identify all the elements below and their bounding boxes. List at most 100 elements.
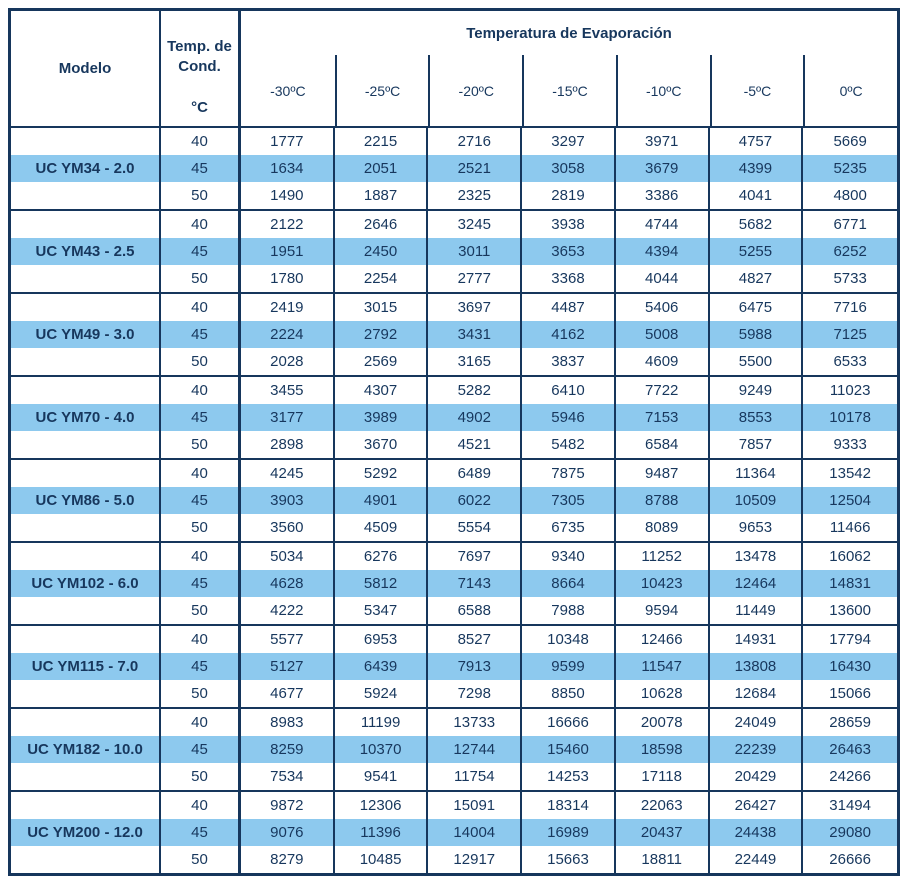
- capacity-cell: 14253: [522, 763, 616, 790]
- capacity-cell: 10509: [710, 487, 804, 514]
- capacity-cell: 11547: [616, 653, 710, 680]
- capacity-cell: 7913: [428, 653, 523, 680]
- capacity-cell: 11396: [335, 819, 429, 846]
- capacity-cell: 11466: [829, 519, 871, 536]
- capacity-cell: 7125: [833, 326, 867, 343]
- capacity-cell: 16666: [522, 709, 616, 736]
- table-row: 50 2898 3670 4521 5482 6584 7857 9333: [11, 431, 897, 458]
- table-row: 50 4222 5347 6588 7988 9594 11449 13600: [11, 597, 897, 624]
- evaporation-header-section: Temperatura de Evaporación -30ºC -25ºC -…: [241, 11, 897, 126]
- model-block: 40 2419 3015 3697 4487 5406 6475 7716 UC YM49 - …: [11, 292, 897, 375]
- capacity-cell: 5347: [335, 597, 429, 624]
- cond-temp-cell: 45: [161, 653, 241, 680]
- capacity-cell: 20429: [710, 763, 804, 790]
- capacity-cell: 5682: [710, 211, 804, 238]
- capacity-cell: 22239: [710, 736, 804, 763]
- capacity-cell: 12306: [335, 792, 429, 819]
- evaporation-temp-labels: -30ºC -25ºC -20ºC -15ºC -10ºC -5ºC 0ºC: [241, 55, 897, 126]
- capacity-cell: 8553: [710, 404, 804, 431]
- model-cell: [11, 597, 161, 624]
- capacity-cell: 4901: [335, 487, 429, 514]
- table-row: 50 7534 9541 11754 14253 17118 20429 24266: [11, 763, 897, 790]
- cond-temp-cell: 40: [161, 294, 241, 321]
- capacity-cell: 7534: [241, 763, 335, 790]
- capacity-cell: 2122: [241, 211, 335, 238]
- cond-temp-cell: 40: [161, 709, 241, 736]
- capacity-cell: 12684: [710, 680, 804, 707]
- capacity-cell: 5235: [833, 160, 867, 177]
- model-cell: [11, 431, 161, 458]
- capacity-cell: 11252: [616, 543, 710, 570]
- capacity-cell: 3011: [428, 238, 523, 265]
- capacity-cell: 9653: [710, 514, 804, 541]
- capacity-cell: 8279: [241, 846, 335, 873]
- cond-temp-cell: 45: [161, 321, 241, 348]
- cond-temp-cell: 50: [161, 348, 241, 375]
- model-cell: [11, 377, 161, 404]
- model-cell: UC YM49 - 3.0: [11, 321, 161, 348]
- cond-temp-cell: 45: [161, 238, 241, 265]
- evap-temp-col-header: -10ºC: [615, 55, 710, 126]
- capacity-cell: 4827: [710, 265, 804, 292]
- capacity-cell: 24438: [710, 819, 804, 846]
- table-row: UC YM86 - 5.0 45 3903 4901 6022 7305 8788 10509…: [11, 487, 897, 514]
- capacity-cell: 2419: [241, 294, 335, 321]
- capacity-cell: 3903: [241, 487, 335, 514]
- model-block: 40 4245 5292 6489 7875 9487 11364 13542 UC YM86 …: [11, 458, 897, 541]
- capacity-cell: 9249: [710, 377, 804, 404]
- capacity-cell: 7153: [616, 404, 710, 431]
- capacity-cell: 10485: [335, 846, 429, 873]
- model-cell: [11, 514, 161, 541]
- cond-temp-cell: 50: [161, 846, 241, 873]
- model-cell: [11, 846, 161, 873]
- capacity-cell: 12466: [616, 626, 710, 653]
- table-row: UC YM102 - 6.0 45 4628 5812 7143 8664 10423 124…: [11, 570, 897, 597]
- capacity-cell: 6475: [710, 294, 804, 321]
- table-row: UC YM49 - 3.0 45 2224 2792 3431 4162 5008 5988 7…: [11, 321, 897, 348]
- capacity-cell: 4628: [241, 570, 335, 597]
- capacity-cell: 5577: [241, 626, 335, 653]
- model-block: 40 3455 4307 5282 6410 7722 9249 11023 UC YM70 -…: [11, 375, 897, 458]
- model-block: 40 1777 2215 2716 3297 3971 4757 5669 UC YM34 - …: [11, 128, 897, 209]
- model-cell: [11, 709, 161, 736]
- capacity-cell: 7305: [522, 487, 616, 514]
- capacity-cell: 28659: [829, 714, 871, 731]
- capacity-cell: 3431: [428, 321, 523, 348]
- model-cell: UC YM182 - 10.0: [11, 736, 161, 763]
- capacity-cell: 10370: [335, 736, 429, 763]
- capacity-cell: 5733: [833, 270, 867, 287]
- cond-temp-header-cell: Temp. de Cond. °C: [161, 11, 241, 126]
- table-row: 40 9872 12306 15091 18314 22063 26427 31494: [11, 792, 897, 819]
- evap-temp-col-header: 0ºC: [803, 55, 897, 126]
- model-cell: [11, 680, 161, 707]
- capacity-cell: 14831: [829, 575, 871, 592]
- capacity-cell: 9333: [833, 436, 867, 453]
- table-row: UC YM200 - 12.0 45 9076 11396 14004 16989 2043…: [11, 819, 897, 846]
- capacity-cell: 9487: [616, 460, 710, 487]
- model-block: 40 2122 2646 3245 3938 4744 5682 6771 UC YM43 - …: [11, 209, 897, 292]
- capacity-cell: 2898: [241, 431, 335, 458]
- capacity-cell: 13733: [428, 709, 523, 736]
- capacity-cell: 15663: [522, 846, 616, 873]
- capacity-cell: 3165: [428, 348, 523, 375]
- capacity-cell: 11199: [335, 709, 429, 736]
- capacity-cell: 5988: [710, 321, 804, 348]
- capacity-cell: 11023: [829, 382, 871, 399]
- table-row: 50 4677 5924 7298 8850 10628 12684 15066: [11, 680, 897, 707]
- capacity-cell: 8983: [241, 709, 335, 736]
- model-cell: [11, 348, 161, 375]
- table-row: 50 1780 2254 2777 3368 4044 4827 5733: [11, 265, 897, 292]
- capacity-cell: 1951: [241, 238, 335, 265]
- capacity-cell: 8089: [616, 514, 710, 541]
- capacity-cell: 10348: [522, 626, 616, 653]
- modelo-header-label: Modelo: [58, 60, 112, 77]
- capacity-cell: 15460: [522, 736, 616, 763]
- capacity-cell: 10628: [616, 680, 710, 707]
- cond-temp-cell: 50: [161, 680, 241, 707]
- capacity-cell: 4800: [833, 187, 867, 204]
- capacity-cell: 18598: [616, 736, 710, 763]
- cond-temp-cell: 40: [161, 543, 241, 570]
- evap-temp-col-header: -5ºC: [709, 55, 804, 126]
- cond-temp-cell: 50: [161, 431, 241, 458]
- capacity-cell: 9872: [241, 792, 335, 819]
